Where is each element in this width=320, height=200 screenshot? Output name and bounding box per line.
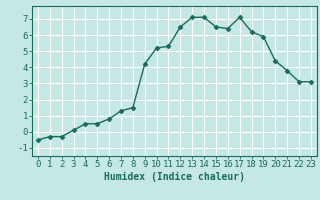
X-axis label: Humidex (Indice chaleur): Humidex (Indice chaleur) [104, 172, 245, 182]
